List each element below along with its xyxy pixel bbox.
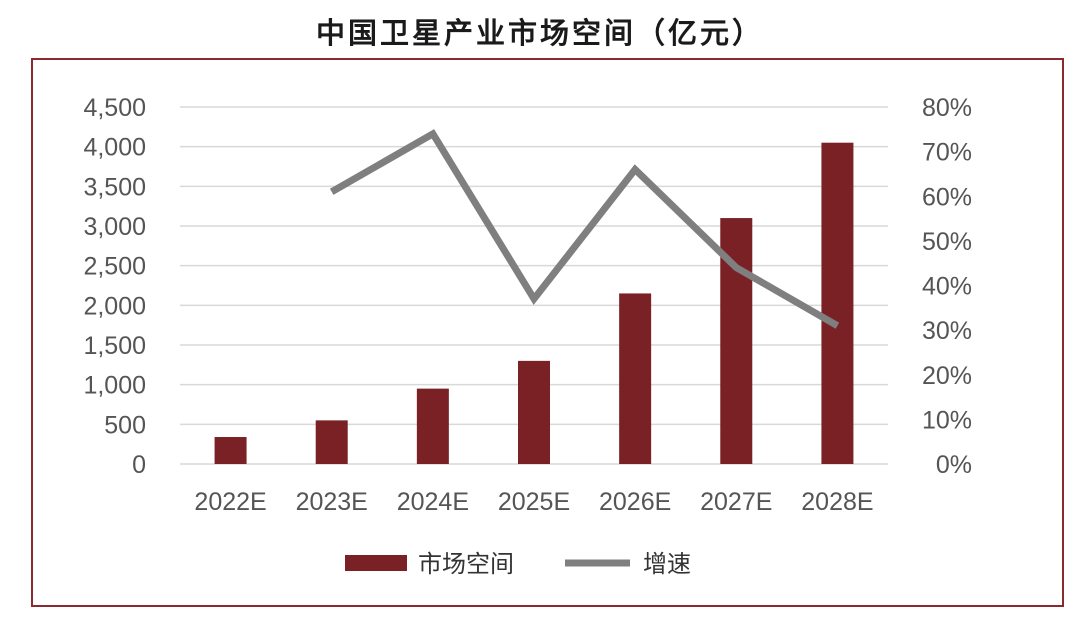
y-left-tick-label: 4,000 (83, 134, 146, 162)
y-left-tick-label: 1,500 (83, 332, 146, 360)
bar-2025E (518, 360, 550, 464)
x-tick-label: 2022E (194, 488, 266, 516)
x-tick-label: 2028E (801, 488, 873, 516)
x-tick-label: 2025E (498, 488, 570, 516)
y-left-tick-label: 2,500 (83, 253, 146, 281)
y-left-tick-label: 2,000 (83, 292, 146, 320)
y-left-tick-label: 3,500 (83, 173, 146, 201)
bar-2024E (416, 388, 449, 464)
x-axis: 2022E 2023E 2024E 2025E 2026E 2027E 2028E (194, 488, 873, 516)
chart-title: 中国卫星产业市场空间（亿元） (315, 16, 764, 50)
bar-series (214, 142, 854, 464)
y-left-tick-label: 1,000 (83, 372, 146, 400)
right-axis: 0% 10% 20% 30% 40% 50% 60% 70% 80% (922, 94, 972, 479)
y-right-tick-label: 0% (936, 451, 972, 479)
y-left-tick-label: 0 (132, 451, 146, 479)
y-right-tick-label: 10% (922, 406, 972, 434)
chart-frame (31, 58, 1064, 607)
y-left-tick-label: 4,500 (83, 94, 146, 122)
legend-label-bar: 市场空间 (418, 550, 514, 578)
x-tick-label: 2026E (599, 488, 671, 516)
bar-2026E (619, 293, 652, 464)
y-right-tick-label: 30% (922, 317, 972, 345)
x-tick-label: 2023E (296, 488, 368, 516)
y-right-tick-label: 40% (922, 273, 972, 301)
legend-swatch-bar (345, 555, 407, 571)
x-tick-label: 2027E (700, 488, 772, 516)
y-right-tick-label: 50% (922, 228, 972, 256)
left-axis: 0 500 1,000 1,500 2,000 2,500 3,000 3,500 4,000 4… (83, 94, 146, 479)
line-series (329, 129, 840, 329)
growth-line (329, 129, 840, 329)
legend: 市场空间 增速 (345, 550, 691, 578)
y-left-tick-label: 3,000 (83, 213, 146, 241)
y-right-tick-label: 70% (922, 139, 972, 167)
y-left-tick-label: 500 (104, 411, 146, 439)
legend-label-line: 增速 (643, 550, 691, 578)
y-right-tick-label: 60% (922, 183, 972, 211)
bar-2022E (214, 437, 247, 464)
y-right-tick-label: 20% (922, 362, 972, 390)
gridlines (180, 106, 888, 465)
y-right-tick-label: 80% (922, 94, 972, 122)
x-tick-label: 2024E (397, 488, 469, 516)
bar-2023E (315, 420, 348, 464)
bar-2028E (821, 142, 854, 464)
